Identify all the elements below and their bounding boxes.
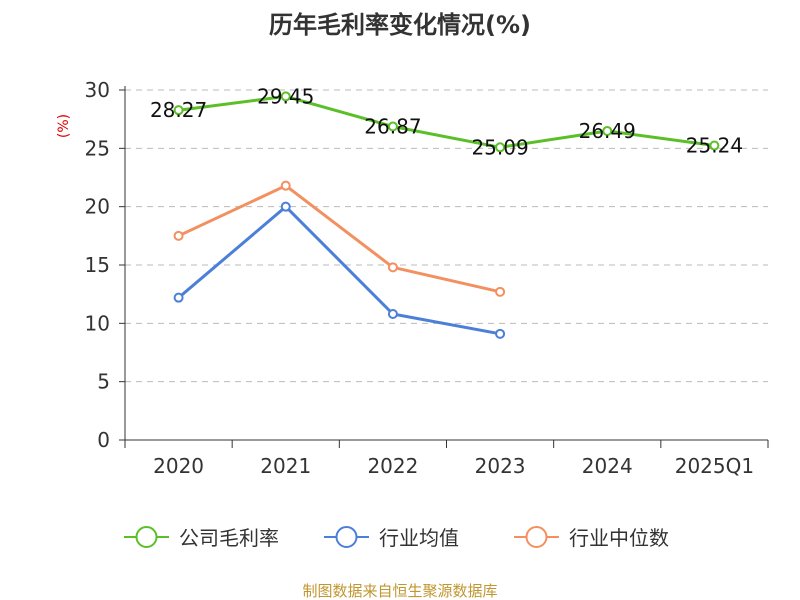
source-note: 制图数据来自恒生聚源数据库: [302, 582, 497, 600]
data-label: 25.24: [686, 134, 743, 158]
series-line-1: [177, 205, 501, 336]
y-tick-label: 15: [85, 253, 110, 277]
data-point: [387, 262, 398, 273]
y-tick-label: 10: [85, 311, 110, 335]
legend-marker-1: [335, 526, 358, 548]
series-line-0: [178, 94, 715, 149]
legend: 公司毛利率 行业均值 行业中位数: [124, 526, 669, 550]
data-point: [173, 292, 184, 303]
y-tick-label: 30: [85, 78, 110, 102]
data-label: 28.27: [150, 98, 207, 122]
legend-marker-2: [525, 526, 548, 548]
chart-title: 历年毛利率变化情况(%): [269, 11, 531, 39]
legend-label-2: 行业中位数: [569, 526, 669, 550]
series-lines: [173, 91, 720, 339]
x-tick-label: 2021: [260, 454, 311, 478]
series-line-2: [177, 184, 501, 294]
legend-label-1: 行业均值: [379, 526, 459, 550]
data-point: [495, 142, 506, 153]
x-tick-label: 2022: [367, 454, 418, 478]
x-tick-label: 2024: [582, 454, 633, 478]
y-tick-label: 0: [97, 428, 110, 452]
gridlines: [125, 89, 768, 383]
data-point: [495, 328, 506, 339]
y-tick-label: 5: [97, 370, 110, 394]
y-tick-label: 25: [85, 136, 110, 160]
data-point: [280, 91, 291, 102]
data-label: 25.09: [471, 135, 528, 159]
x-tick-label: 2020: [153, 454, 204, 478]
data-point: [387, 121, 398, 132]
data-point: [387, 309, 398, 319]
data-point: [173, 230, 184, 241]
data-label: 26.87: [364, 115, 421, 139]
data-point: [495, 286, 506, 297]
data-label: 29.45: [257, 84, 314, 108]
x-tick-label: 2023: [475, 454, 526, 478]
data-point: [173, 105, 184, 116]
data-label: 26.49: [579, 119, 636, 143]
axes: 0 5 10 15 20 25 30 2020 2021 2022 2023 2024 2025Q1: [85, 78, 769, 478]
legend-marker-0: [135, 526, 158, 548]
data-point: [280, 180, 291, 191]
y-axis-unit-label: (%): [56, 114, 72, 138]
data-labels: 28.27 29.45 26.87 25.09 26.49 25.24: [150, 84, 743, 159]
y-tick-label: 20: [85, 195, 110, 219]
data-point: [280, 201, 291, 212]
x-tick-label: 2025Q1: [675, 454, 754, 478]
data-point: [602, 125, 613, 136]
data-point: [709, 140, 720, 151]
legend-label-0: 公司毛利率: [179, 526, 279, 550]
